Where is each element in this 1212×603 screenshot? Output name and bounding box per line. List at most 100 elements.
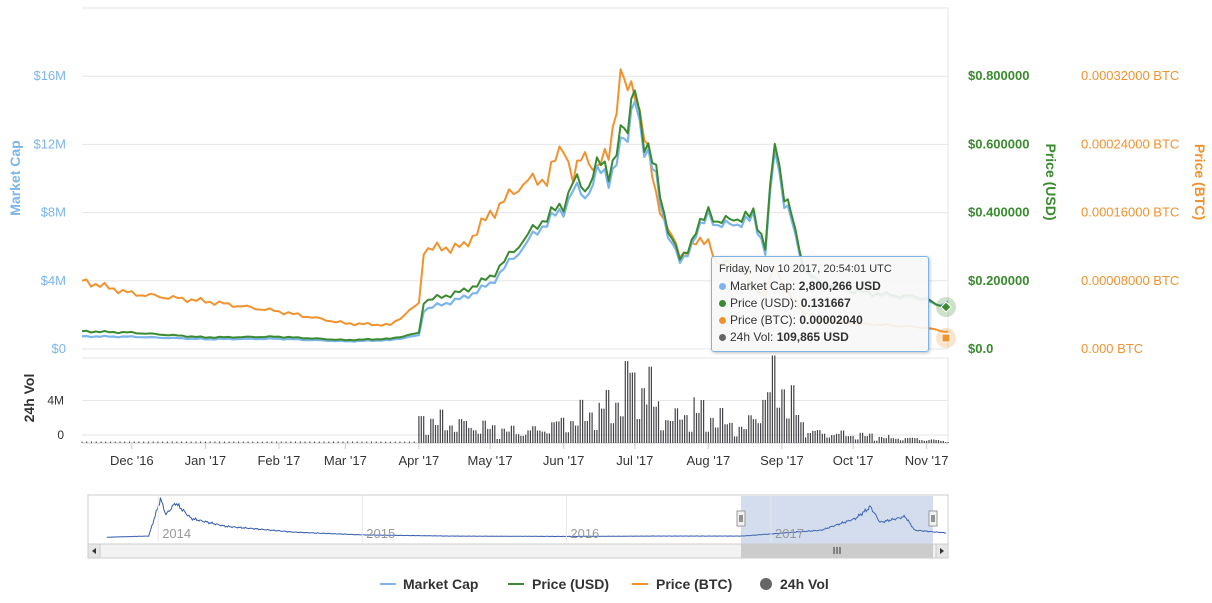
legend-item-market-cap[interactable]: Market Cap: [380, 576, 478, 592]
volume-bar: [252, 441, 254, 443]
legend-item-price-btc[interactable]: Price (BTC): [632, 576, 732, 592]
volume-bar: [750, 415, 752, 443]
volume-bar: [890, 438, 892, 443]
volume-bar: [650, 366, 652, 443]
price-btc-tick: 0.00008000 BTC: [1081, 273, 1179, 288]
legend: Market Cap Price (USD) Price (BTC) 24h V…: [380, 576, 829, 592]
scroll-right-button[interactable]: [935, 543, 949, 559]
price-usd-tick: $0.600000: [968, 136, 1029, 151]
volume-bar: [617, 402, 619, 443]
navigator-handle-left[interactable]: [736, 510, 746, 527]
volume-bar: [793, 385, 795, 443]
legend-item-price-usd[interactable]: Price (USD): [508, 576, 609, 592]
volume-bar: [219, 441, 221, 443]
volume-bar: [876, 440, 878, 443]
volume-bar: [812, 430, 814, 443]
volume-bar: [705, 431, 707, 443]
navigator[interactable]: 2014 2015 2016 2017: [87, 494, 949, 545]
volume-bar: [425, 434, 427, 443]
volume-bar: [518, 434, 520, 443]
volume-bar: [458, 419, 460, 443]
volume-bar: [631, 372, 633, 443]
volume-bar: [648, 366, 650, 443]
volume-bar: [586, 421, 588, 443]
volume-bar: [878, 436, 880, 443]
volume-bar: [480, 433, 482, 443]
volume-bar: [439, 409, 441, 443]
volume-bar: [233, 441, 235, 443]
tooltip-value: 2,800,266 USD: [798, 279, 881, 293]
volume-bar: [923, 440, 925, 443]
volume-bar: [318, 441, 320, 443]
volume-bar: [864, 436, 866, 443]
volume-bar: [845, 436, 847, 443]
volume-bar: [767, 392, 769, 443]
volume-bar: [703, 400, 705, 443]
volume-bar: [86, 441, 88, 443]
volume-bar: [525, 434, 527, 443]
volume-bar: [228, 441, 230, 443]
volume-bar: [356, 441, 358, 443]
tooltip-row-price-usd: Price (USD): 0.131667: [719, 295, 921, 312]
volume-bar: [138, 441, 140, 443]
volume-bar: [337, 441, 339, 443]
x-tick-label: Dec '16: [110, 453, 154, 468]
volume-bar: [831, 435, 833, 443]
volume-bar: [522, 435, 524, 443]
tooltip-row-24h-vol: 24h Vol: 109,865 USD: [719, 329, 921, 346]
x-tick-label: Oct '17: [833, 453, 874, 468]
x-tick-label: Jul '17: [616, 453, 653, 468]
volume-bar: [371, 441, 372, 443]
arrow-right-icon: [940, 548, 944, 554]
volume-bar: [847, 436, 849, 443]
volume-bar: [463, 421, 465, 443]
volume-bar: [290, 441, 292, 443]
volume-bar: [389, 441, 391, 443]
volume-bar: [100, 441, 102, 443]
volume-bar: [423, 416, 425, 443]
volume-bar: [544, 431, 546, 443]
volume-bar: [807, 433, 809, 443]
volume-bar: [717, 427, 719, 443]
volume-bar: [584, 421, 586, 443]
volume-bar: [795, 415, 797, 443]
x-tick-label: Sep '17: [760, 453, 804, 468]
volume-bar: [157, 441, 159, 443]
price-btc-tick: 0.00032000 BTC: [1081, 68, 1179, 83]
volume-bar: [771, 355, 773, 443]
x-tick-label: Nov '17: [905, 453, 949, 468]
volume-bar: [204, 441, 206, 443]
navigator-years: 2014 2015 2016 2017: [157, 495, 804, 542]
volume-bar: [729, 422, 731, 443]
volume-bar: [676, 408, 679, 443]
navigator-selection[interactable]: [741, 496, 933, 544]
volume-bar: [548, 433, 550, 443]
price-btc-tick: 0.000 BTC: [1081, 341, 1143, 356]
volume-bar: [105, 441, 107, 443]
volume-bar: [404, 441, 406, 443]
tooltip-row-price-btc: Price (BTC): 0.00002040: [719, 312, 921, 329]
volume-bar: [762, 399, 764, 443]
volume-bar: [615, 402, 617, 443]
tooltip-label: Market Cap: [730, 279, 793, 293]
navigator-handle-right[interactable]: [928, 510, 938, 527]
volume-bar: [655, 406, 657, 443]
volume-bar: [285, 441, 287, 443]
scrollbar[interactable]: [87, 543, 949, 559]
scrollbar-grip-icon: [833, 547, 841, 554]
legend-item-24h-vol[interactable]: 24h Vol: [760, 576, 829, 592]
volume-bar: [764, 399, 766, 443]
price-btc-tick: 0.00016000 BTC: [1081, 205, 1179, 220]
scroll-left-button[interactable]: [87, 543, 101, 559]
volume-bar: [133, 441, 135, 443]
volume-bar: [857, 439, 859, 443]
volume-bar: [904, 438, 906, 443]
volume-bar: [110, 441, 111, 443]
volume-bar: [380, 441, 382, 443]
volume-bar: [449, 425, 451, 443]
volume-bar: [181, 441, 183, 443]
volume-bar: [873, 440, 875, 443]
volume-bar: [854, 439, 857, 443]
volume-bar: [299, 441, 301, 443]
volume-bar: [420, 416, 422, 443]
